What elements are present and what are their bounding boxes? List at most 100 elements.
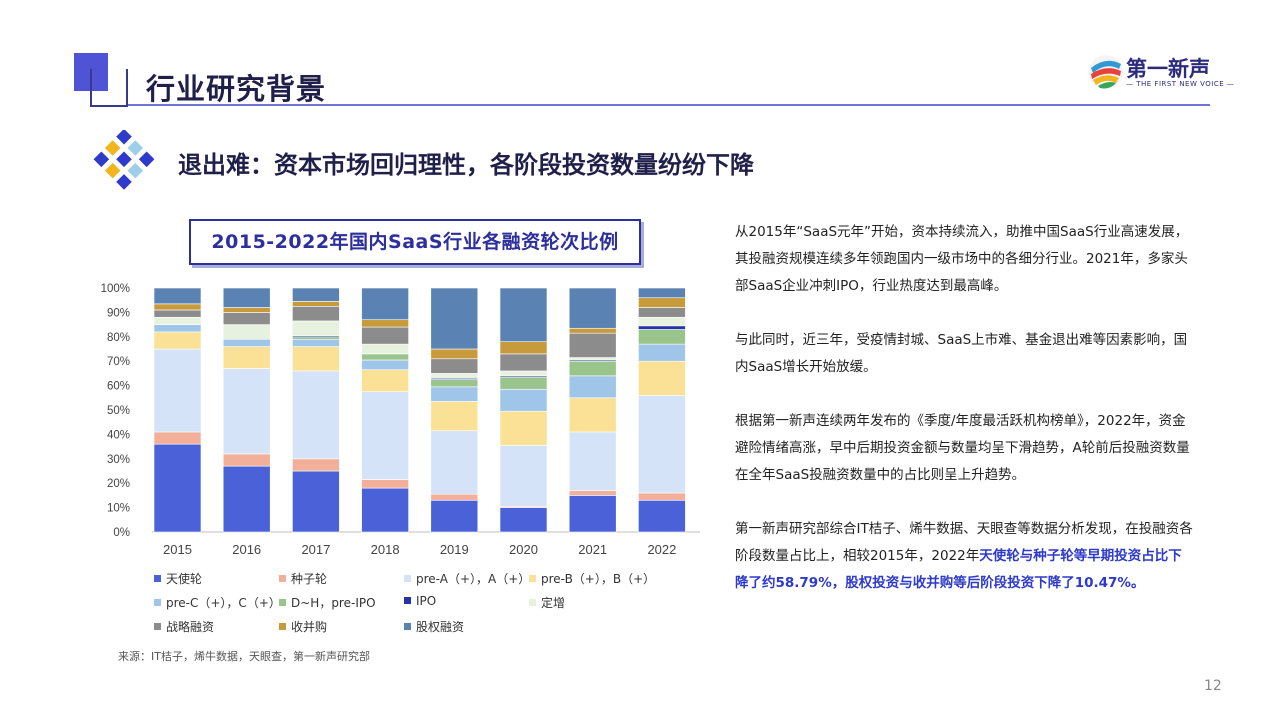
legend-item: D~H，pre-IPO [279,594,376,611]
page-number: 12 [1204,678,1222,694]
bar-segment [430,348,479,360]
legend-swatch [279,599,286,606]
bar-segment [499,353,548,372]
bar-segment [361,326,409,345]
bar-segment [568,431,617,491]
legend-item: pre-A（+），A（+） [404,570,530,587]
bar-segment [568,332,617,358]
bar-segment [499,341,548,355]
bar-segment [638,343,686,362]
chart-source: 来源：IT桔子，烯牛数据，天眼查，第一新声研究部 [118,650,370,663]
y-tick-label: 80% [107,332,130,344]
x-tick-label: 2020 [509,542,538,557]
x-tick-label: 2017 [301,542,330,557]
bar-segment [222,287,271,308]
legend-swatch [404,597,411,604]
bar-segment [430,386,479,402]
x-tick-label: 2018 [371,542,400,557]
legend-label: IPO [416,594,437,608]
bar-segment [222,453,271,467]
bar-segment [292,287,340,302]
bar-segment [292,338,340,347]
y-tick-label: 0% [113,527,130,539]
paragraph-4-text: 第一新声研究部综合IT桔子、烯牛数据、天眼查等数据分析发现，在投融资各阶段数量占… [735,521,1193,564]
bar-segment [153,303,202,311]
bar-segment [638,297,686,308]
bar-segment [361,487,409,533]
stacked-bar-chart: 0% 10% 20% 30% 40% 50% 60% 70% 80% 90% 100% 2015 201… [101,283,700,557]
bar-segment [499,410,548,446]
bar-segment [638,329,686,345]
legend-label: 股权融资 [416,620,465,634]
legend-item: 收并购 [279,618,327,635]
bar-segment [568,287,617,329]
brand-logo-text: 第一新声 [1126,57,1210,81]
bar-segment [292,370,340,460]
bar-segment [153,348,202,433]
bar-segment [222,465,271,533]
y-tick-label: 70% [107,356,130,368]
y-tick-label: 20% [107,478,130,490]
y-tick-label: 50% [107,405,130,417]
bar-segment [222,346,271,369]
x-tick-label: 2019 [440,542,469,557]
bar-segment [499,370,548,377]
legend-swatch [529,575,536,582]
legend-swatch [279,623,286,630]
bar-segment [499,376,548,390]
bar-segment [568,495,617,533]
legend-item: 定增 [529,594,565,611]
bar-segment [153,331,202,350]
x-tick-label: 2015 [163,542,192,557]
legend-label: pre-A（+），A（+） [416,572,531,586]
legend-item: pre-B（+），B（+） [529,570,655,587]
y-tick-label: 60% [107,381,130,393]
bar-segment [638,395,686,494]
bar-segment [361,343,409,355]
bar-segment [430,358,479,374]
bar-segment [153,287,202,305]
paragraph-4: 第一新声研究部综合IT桔子、烯牛数据、天眼查等数据分析发现，在投融资各阶段数量占… [735,516,1195,597]
title-divider [128,104,1210,106]
bar-segment [499,507,548,533]
bar-segment [430,430,479,495]
bar-segment [222,307,271,313]
bar-segment [568,357,617,361]
bar-segment [430,499,479,533]
analysis-text: 从2015年“SaaS元年”开始，资本持续流入，助推中国SaaS行业高速发展，其… [735,219,1195,624]
bar-segment [292,305,340,322]
bar-segment [638,360,686,396]
bar-segment [153,316,202,325]
bar-segment [638,499,686,533]
bar-segment [638,316,686,327]
title-decoration-frame [90,69,128,107]
section-subtitle: 退出难：资本市场回归理性，各阶段投资数量纷纷下降 [178,151,754,179]
legend-label: 天使轮 [166,572,203,586]
bar-segment [499,287,548,342]
legend-swatch [154,623,161,630]
bar-segment [568,375,617,399]
bar-segment [430,401,479,432]
brand-logo-tagline: — THE FIRST NEW VOICE — [1126,80,1235,88]
bar-segment [153,324,202,333]
legend-item: 战略融资 [154,618,214,635]
bar-segment [430,373,479,379]
legend-swatch [279,575,286,582]
x-tick-label: 2021 [578,542,607,557]
bar-segment [361,319,409,328]
bar-segment [568,397,617,433]
legend-label: pre-C（+），C（+） [166,596,281,610]
y-tick-label: 90% [107,307,130,319]
y-tick-label: 100% [101,283,130,295]
legend-item: pre-C（+），C（+） [154,594,281,611]
bar-segment [638,492,686,501]
legend-item: 股权融资 [404,618,464,635]
legend-item: 天使轮 [154,570,202,587]
bar-segment [292,346,340,372]
bar-segment [222,312,271,325]
y-tick-label: 40% [107,429,130,441]
bar-segment [361,359,409,371]
bar-segment [430,493,479,501]
title-decoration-frame-right [108,69,128,105]
legend-label: 定增 [541,596,566,610]
